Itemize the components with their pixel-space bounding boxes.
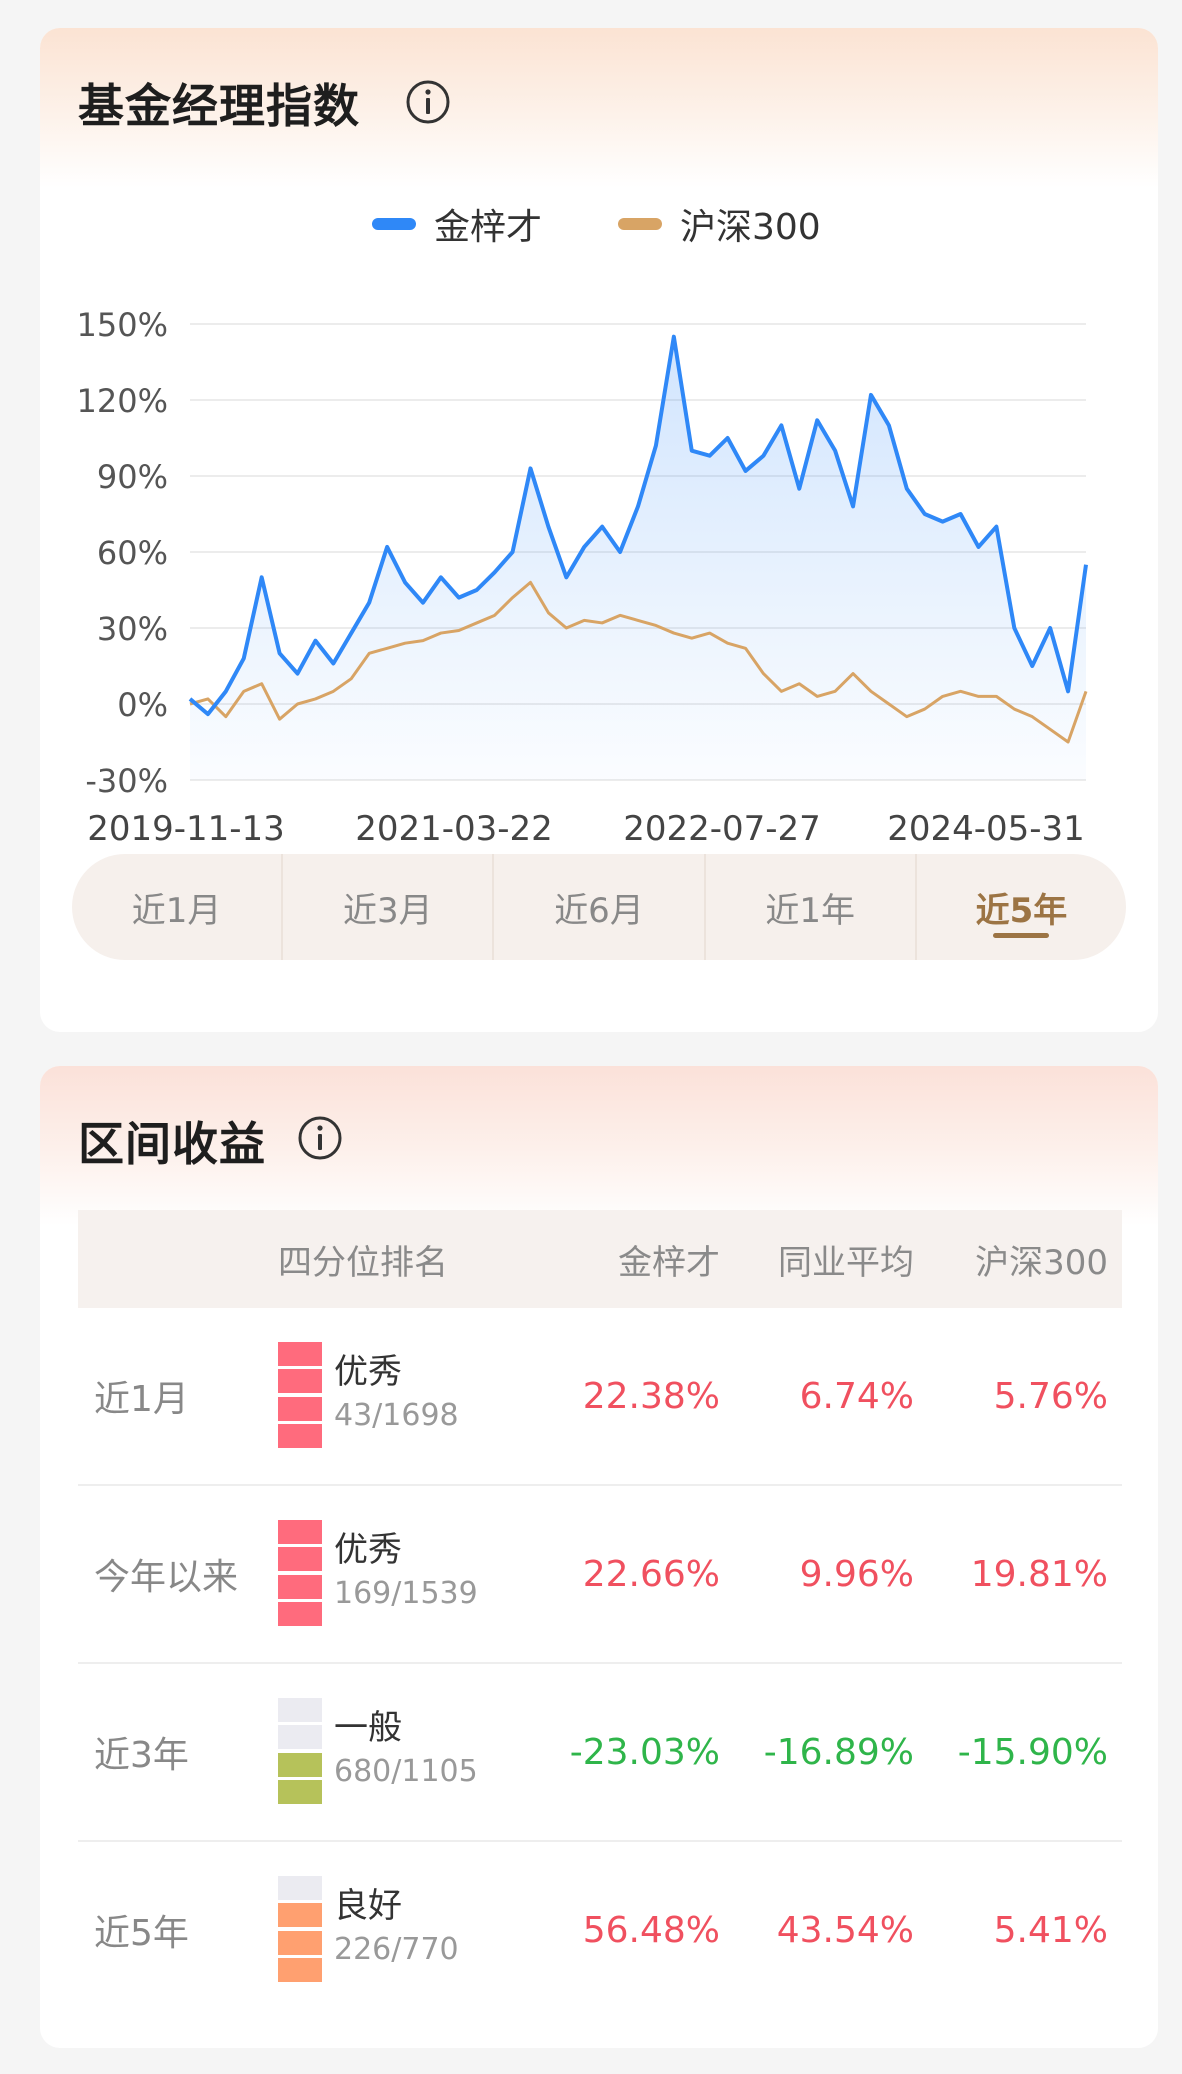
- period-returns-card: 区间收益 四分位排名 金梓才 同业平均 沪深300 近1月 优秀 43/1698…: [40, 1066, 1158, 2048]
- quartile-label: 一般: [334, 1708, 402, 1748]
- manager-return: 22.38%: [582, 1375, 720, 1417]
- quartile-rank: 169/1539: [334, 1576, 478, 1611]
- y-tick-label: 60%: [97, 534, 168, 572]
- manager-return: 22.66%: [582, 1553, 720, 1595]
- quartile-bar: [278, 1903, 322, 1928]
- legend-swatch-manager: [372, 218, 416, 230]
- y-tick-label: 0%: [117, 686, 168, 724]
- quartile-bar: [278, 1876, 322, 1900]
- info-icon[interactable]: [296, 1114, 344, 1162]
- manager-index-card: 基金经理指数 金梓才 沪深300 150% 120% 90% 60% 30% 0% -30%…: [40, 28, 1158, 1032]
- quartile-bar: [278, 1698, 322, 1722]
- range-tab-5y[interactable]: 近5年: [917, 854, 1126, 960]
- range-tab-1y[interactable]: 近1年: [706, 854, 917, 960]
- manager-index-title: 基金经理指数: [78, 79, 360, 133]
- y-tick-label: 150%: [77, 306, 168, 344]
- card-header-background: [40, 28, 1158, 188]
- table-row[interactable]: 近5年 良好 226/770 56.48% 43.54% 5.41%: [78, 1842, 1122, 2018]
- col-header-peer: 同业平均: [778, 1242, 914, 1283]
- row-period: 近3年: [94, 1735, 189, 1776]
- peer-return: -16.89%: [763, 1731, 914, 1773]
- index-series-line: [189, 580, 1088, 744]
- manager-return: 56.48%: [582, 1909, 720, 1951]
- x-tick-label: 2024-05-31: [887, 809, 1085, 848]
- quartile-indicator: [278, 1520, 322, 1626]
- x-tick-label: 2021-03-22: [355, 809, 553, 848]
- manager-return: -23.03%: [569, 1731, 720, 1773]
- manager-series-line: [188, 334, 1088, 717]
- y-tick-label: 120%: [77, 382, 168, 420]
- row-period: 今年以来: [94, 1557, 239, 1598]
- row-period: 近1月: [94, 1379, 189, 1420]
- row-period: 近5年: [94, 1913, 189, 1954]
- quartile-bar: [278, 1601, 322, 1626]
- range-tab-3m[interactable]: 近3月: [283, 854, 495, 960]
- quartile-bar: [278, 1752, 322, 1777]
- col-header-quartile: 四分位排名: [278, 1242, 448, 1283]
- col-header-manager: 金梓才: [618, 1242, 720, 1283]
- legend-label-index: 沪深300: [680, 207, 821, 248]
- table-header: 四分位排名 金梓才 同业平均 沪深300: [78, 1210, 1122, 1308]
- period-returns-title: 区间收益: [78, 1117, 266, 1171]
- quartile-bar: [278, 1369, 322, 1394]
- index-return: 5.76%: [993, 1375, 1108, 1417]
- quartile-bar: [278, 1547, 322, 1572]
- table-row[interactable]: 近3年 一般 680/1105 -23.03% -16.89% -15.90%: [78, 1664, 1122, 1842]
- quartile-indicator: [278, 1876, 322, 1982]
- quartile-bar: [278, 1779, 322, 1804]
- quartile-bar: [278, 1574, 322, 1599]
- peer-return: 6.74%: [799, 1375, 914, 1417]
- quartile-label: 优秀: [334, 1530, 402, 1570]
- x-tick-label: 2022-07-27: [623, 809, 821, 848]
- y-tick-label: 90%: [97, 458, 168, 496]
- x-tick-label: 2019-11-13: [87, 809, 285, 848]
- index-return: 19.81%: [970, 1553, 1108, 1595]
- col-header-index: 沪深300: [975, 1242, 1108, 1283]
- legend-item-index[interactable]: 沪深300: [618, 194, 821, 254]
- y-tick-label: 30%: [97, 610, 168, 648]
- quartile-bar: [278, 1930, 322, 1955]
- legend-swatch-index: [618, 218, 662, 230]
- quartile-label: 优秀: [334, 1352, 402, 1392]
- quartile-indicator: [278, 1342, 322, 1448]
- quartile-bar: [278, 1520, 322, 1544]
- range-tab-6m[interactable]: 近6月: [494, 854, 706, 960]
- quartile-label: 良好: [334, 1886, 402, 1926]
- quartile-bar: [278, 1957, 322, 1982]
- range-selector: 近1月 近3月 近6月 近1年 近5年: [72, 854, 1126, 960]
- quartile-rank: 680/1105: [334, 1754, 478, 1789]
- manager-series-area: [190, 336, 1086, 780]
- quartile-rank: 226/770: [334, 1932, 459, 1967]
- line-chart[interactable]: 150% 120% 90% 60% 30% 0% -30% 2019-11-13 2021-0…: [40, 268, 1158, 848]
- quartile-indicator: [278, 1698, 322, 1804]
- peer-return: 43.54%: [776, 1909, 914, 1951]
- quartile-bar: [278, 1342, 322, 1366]
- quartile-bar: [278, 1725, 322, 1750]
- quartile-bar: [278, 1396, 322, 1421]
- table-row[interactable]: 今年以来 优秀 169/1539 22.66% 9.96% 19.81%: [78, 1486, 1122, 1664]
- peer-return: 9.96%: [799, 1553, 914, 1595]
- y-tick-label: -30%: [85, 762, 168, 800]
- quartile-bar: [278, 1423, 322, 1448]
- returns-table: 四分位排名 金梓才 同业平均 沪深300 近1月 优秀 43/1698 22.3…: [78, 1210, 1122, 2018]
- legend-label-manager: 金梓才: [434, 207, 543, 248]
- table-row[interactable]: 近1月 优秀 43/1698 22.38% 6.74% 5.76%: [78, 1308, 1122, 1486]
- legend-item-manager[interactable]: 金梓才: [372, 194, 542, 254]
- info-icon[interactable]: [404, 78, 452, 126]
- chart-legend: 金梓才 沪深300: [40, 194, 1158, 254]
- index-return: -15.90%: [957, 1731, 1108, 1773]
- index-return: 5.41%: [993, 1909, 1108, 1951]
- quartile-rank: 43/1698: [334, 1398, 459, 1433]
- range-tab-1m[interactable]: 近1月: [72, 854, 284, 960]
- card-header-background: [40, 1066, 1158, 1226]
